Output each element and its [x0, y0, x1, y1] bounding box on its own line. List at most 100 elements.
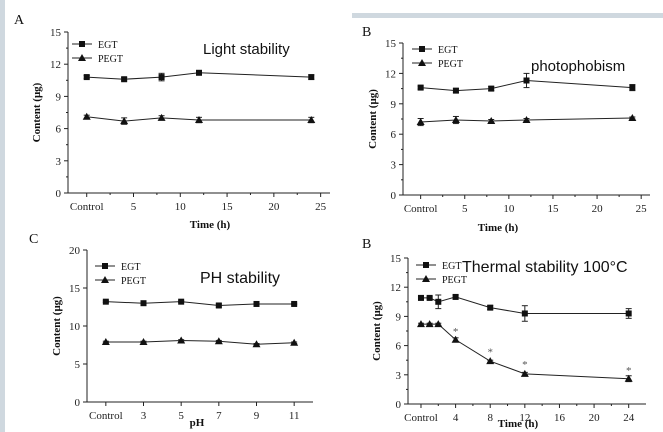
- legend-label: PEGT: [442, 275, 467, 286]
- y-tick-label: 0: [391, 190, 397, 202]
- x-tick-label: 25: [636, 203, 648, 215]
- data-point-marker: [82, 112, 91, 120]
- data-point-marker: [290, 338, 299, 346]
- legend-label: EGT: [438, 45, 457, 56]
- data-point-marker: [451, 116, 460, 124]
- data-point-marker: [83, 74, 90, 81]
- legend-marker: [422, 275, 430, 282]
- legend-label: EGT: [442, 261, 461, 272]
- x-tick-label: 9: [254, 410, 260, 422]
- y-tick-label: 12: [390, 282, 401, 294]
- y-tick-label: 12: [50, 59, 61, 71]
- series-pegt: [416, 113, 637, 127]
- chart-panel-A: A 0 3 6 9 12 15 Control 5 10 15 20 25 Time (h) Content…: [14, 13, 330, 231]
- data-point-marker: [140, 300, 147, 307]
- significance-star: *: [487, 346, 493, 358]
- y-tick-label: 10: [69, 321, 81, 333]
- chart-title: photophobism: [531, 58, 625, 75]
- data-point-marker: [628, 113, 637, 121]
- x-axis-label: Time (h): [190, 219, 231, 231]
- data-point-marker: [521, 310, 528, 317]
- legend-label: PEGT: [98, 54, 123, 65]
- data-point-marker: [102, 298, 109, 305]
- legend-label: EGT: [121, 262, 140, 273]
- y-tick-label: 9: [396, 311, 402, 323]
- data-point-marker: [434, 320, 443, 328]
- data-point-marker: [121, 76, 128, 83]
- legend-label: PEGT: [121, 276, 146, 287]
- data-point-marker: [158, 74, 165, 81]
- x-tick-label: Control: [404, 412, 438, 424]
- data-point-marker: [416, 320, 425, 328]
- legend-marker: [101, 276, 109, 283]
- series-egt: [83, 69, 315, 83]
- x-tick-label: Control: [89, 410, 123, 422]
- y-tick-label: 9: [56, 91, 62, 103]
- x-tick-label: 15: [222, 201, 234, 213]
- data-point-marker: [291, 300, 298, 307]
- x-tick-label: 10: [175, 201, 187, 213]
- data-point-marker: [625, 310, 632, 317]
- x-tick-label: 25: [315, 201, 327, 213]
- y-tick-label: 0: [396, 399, 402, 411]
- significance-star: *: [453, 326, 459, 338]
- x-tick-label: 5: [178, 410, 184, 422]
- panel-letter: A: [14, 13, 25, 28]
- data-point-marker: [101, 337, 110, 345]
- x-tick-label: 10: [503, 203, 515, 215]
- data-point-marker: [416, 118, 425, 126]
- data-point-marker: [435, 298, 442, 305]
- x-tick-label: 7: [216, 410, 222, 422]
- series-egt: [102, 298, 298, 309]
- data-point-marker: [488, 85, 495, 92]
- data-point-marker: [177, 336, 186, 344]
- y-axis-label: Content (μg): [51, 296, 63, 356]
- x-tick-label: 20: [268, 201, 280, 213]
- x-tick-label: 15: [547, 203, 559, 215]
- data-point-marker: [452, 293, 459, 300]
- data-point-marker: [426, 294, 433, 301]
- significance-star: *: [626, 365, 632, 377]
- series-pegt: [416, 320, 633, 383]
- chart-panel-B1: B 0 3 6 9 12 15 Control 5 10 15 20 25 Time (h) Content…: [362, 25, 650, 234]
- chart-title: Light stability: [203, 41, 290, 58]
- x-axis-label: pH: [190, 417, 205, 429]
- panel-letter: C: [29, 232, 38, 247]
- chart-title: Thermal stability 100°C: [462, 259, 628, 276]
- y-tick-label: 5: [75, 359, 81, 371]
- data-point-marker: [417, 84, 424, 91]
- data-point-marker: [629, 84, 636, 91]
- data-point-marker: [157, 113, 166, 121]
- legend-marker: [423, 262, 429, 268]
- series-pegt: [82, 112, 316, 125]
- legend-marker: [102, 263, 108, 269]
- series-line: [105, 301, 295, 306]
- legend-marker: [78, 54, 86, 61]
- divider-line-left: [0, 0, 5, 432]
- y-tick-label: 15: [390, 253, 402, 265]
- data-point-marker: [214, 337, 223, 345]
- data-point-marker: [417, 294, 424, 301]
- data-point-marker: [195, 116, 203, 124]
- data-point-marker: [425, 320, 434, 328]
- x-axis-label: Time (h): [478, 222, 519, 234]
- data-point-marker: [252, 340, 261, 348]
- y-axis-label: Content (μg): [367, 89, 379, 149]
- legend-label: EGT: [98, 40, 117, 51]
- y-tick-label: 6: [56, 124, 62, 136]
- data-point-marker: [215, 302, 222, 309]
- x-tick-label: 24: [623, 412, 635, 424]
- data-point-marker: [624, 374, 633, 382]
- x-tick-label: Control: [404, 203, 438, 215]
- series-pegt: [101, 336, 299, 348]
- data-point-marker: [307, 116, 316, 124]
- divider-line-top: [352, 13, 663, 18]
- data-point-marker: [487, 304, 494, 311]
- x-tick-label: 20: [592, 203, 604, 215]
- x-tick-label: 5: [462, 203, 468, 215]
- y-tick-label: 12: [385, 68, 396, 80]
- legend-label: PEGT: [438, 59, 463, 70]
- data-point-marker: [178, 298, 185, 305]
- x-axis-label: Time (h): [498, 418, 539, 430]
